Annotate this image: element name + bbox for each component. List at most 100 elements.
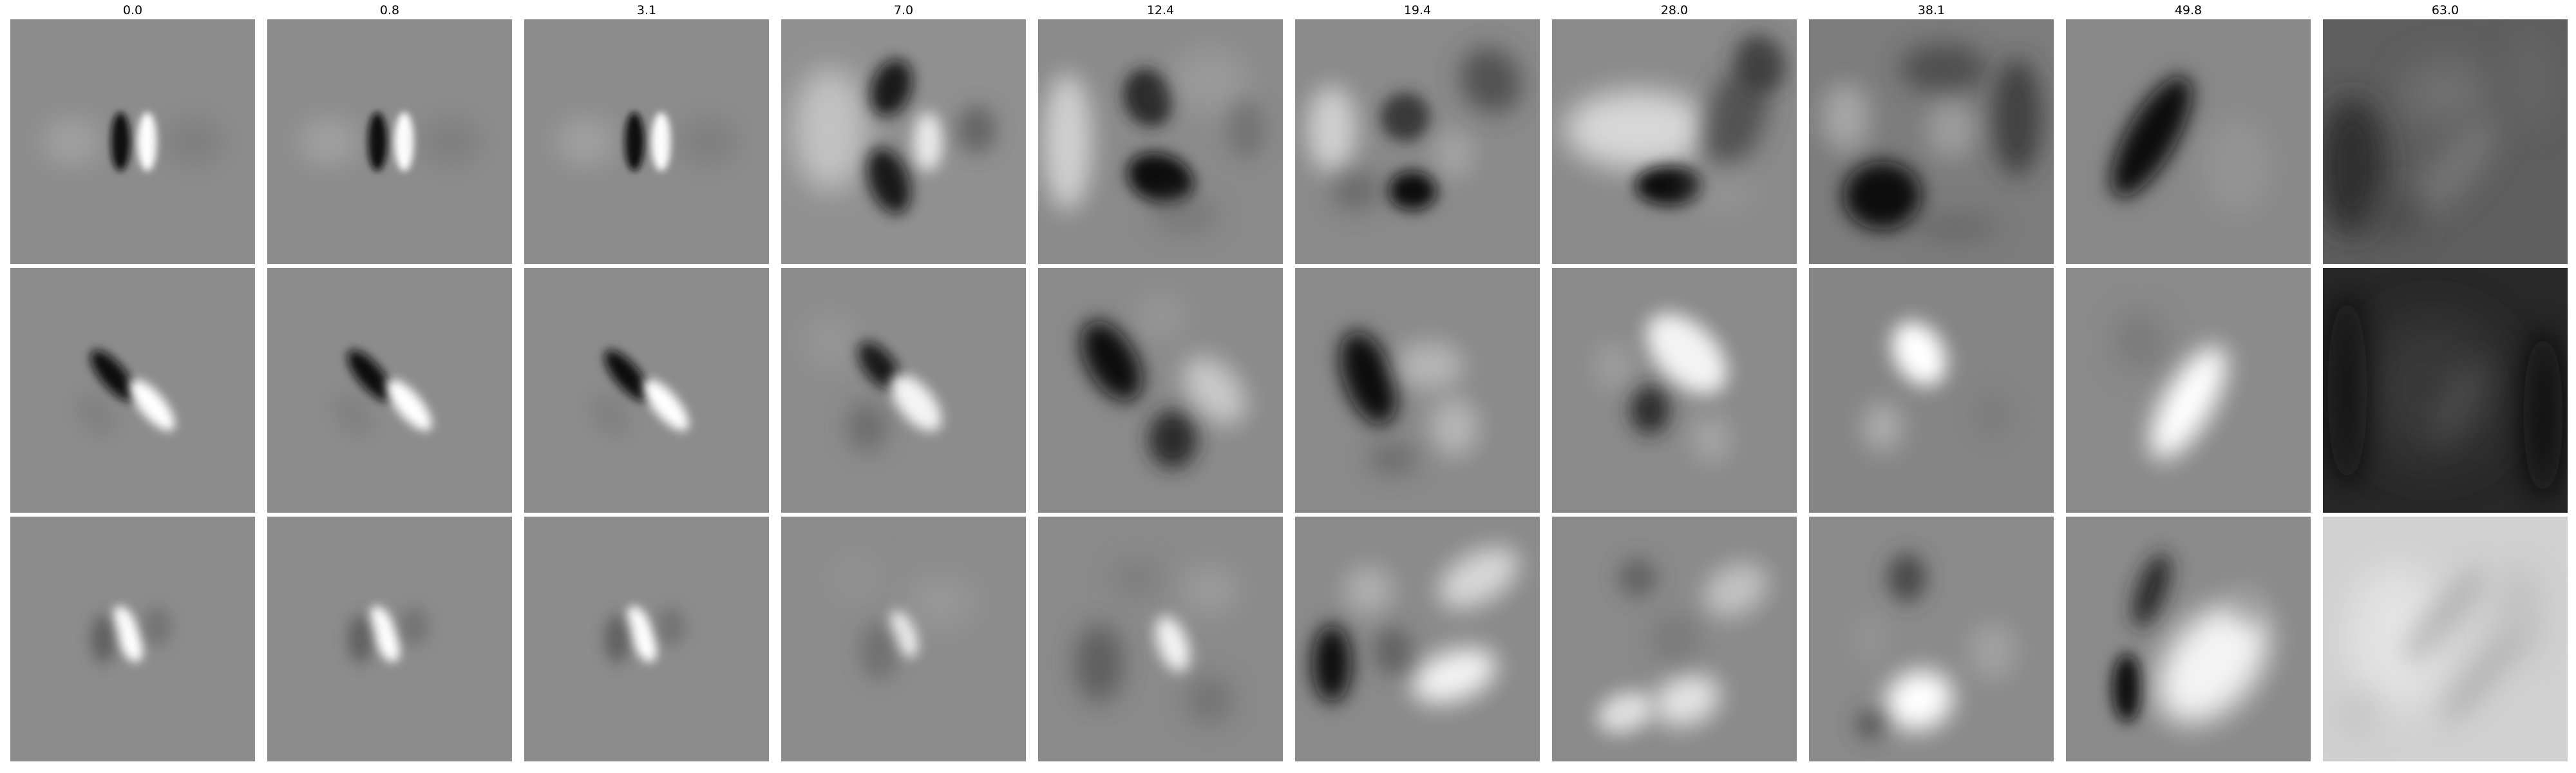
intensity-blob: [1460, 47, 1522, 114]
intensity-blob: [1843, 161, 1922, 230]
filter-image: [1295, 19, 1540, 264]
filter-image: [267, 19, 512, 264]
intensity-blob: [333, 394, 373, 436]
intensity-blob: [2323, 97, 2387, 235]
intensity-blob: [793, 68, 867, 191]
filter-image: [1552, 19, 1797, 264]
column-title: 38.1: [1917, 3, 1946, 17]
filter-panel: [1809, 517, 2054, 761]
intensity-blob: [1170, 46, 1249, 115]
intensity-blob: [556, 117, 615, 166]
intensity-blob: [1344, 566, 1393, 615]
intensity-blob: [164, 117, 223, 166]
intensity-blob: [1136, 292, 1185, 341]
filter-image: [10, 517, 255, 761]
filter-panel: [781, 268, 1026, 513]
intensity-blob: [2112, 653, 2142, 723]
filter-panel: [1038, 517, 1283, 761]
column-title: 3.1: [636, 3, 657, 17]
intensity-blob: [1180, 566, 1239, 615]
intensity-blob: [1973, 390, 2012, 439]
filter-panel: [2066, 19, 2311, 264]
intensity-blob: [367, 112, 388, 171]
intensity-blob: [1855, 710, 1885, 740]
intensity-blob: [847, 403, 887, 452]
filter-image: [1295, 268, 1540, 513]
intensity-blob: [1850, 609, 1890, 669]
intensity-blob: [1127, 152, 1194, 205]
filter-panel: [1295, 517, 1540, 761]
intensity-blob: [1182, 356, 1246, 425]
intensity-blob: [129, 379, 175, 431]
intensity-blob: [110, 112, 131, 171]
intensity-blob: [347, 350, 393, 401]
intensity-blob: [1630, 385, 1670, 435]
intensity-blob: [1075, 624, 1124, 703]
intensity-blob: [1112, 558, 1160, 598]
intensity-blob: [1081, 321, 1142, 401]
filter-image: [10, 19, 255, 264]
column-title: 0.0: [122, 3, 143, 17]
intensity-blob: [859, 622, 899, 681]
column-title: 19.4: [1403, 3, 1432, 17]
intensity-blob: [678, 117, 737, 166]
intensity-blob: [142, 607, 172, 647]
intensity-blob: [1395, 341, 1464, 390]
column-title: 49.8: [2174, 3, 2202, 17]
intensity-blob: [1703, 562, 1768, 618]
panel-background: [1552, 268, 1797, 513]
filter-panel: [2323, 268, 2568, 513]
panel-background: [1809, 268, 2054, 513]
intensity-blob: [1968, 622, 2017, 681]
intensity-blob: [867, 148, 911, 214]
intensity-blob: [643, 379, 689, 431]
intensity-blob: [2523, 329, 2563, 501]
intensity-blob: [1926, 100, 1976, 159]
intensity-blob: [2506, 32, 2555, 129]
filter-panel: [1295, 268, 1540, 513]
intensity-blob: [2202, 117, 2272, 215]
filter-image: [524, 268, 769, 513]
filter-panel: [1809, 19, 2054, 264]
intensity-blob: [1911, 213, 2000, 242]
intensity-blob: [2441, 627, 2523, 724]
filter-panel: [1552, 517, 1797, 761]
intensity-blob: [1373, 627, 1413, 676]
intensity-blob: [2132, 553, 2171, 627]
intensity-blob: [91, 615, 116, 663]
intensity-blob: [1650, 615, 1699, 663]
filter-image: [1038, 517, 1283, 761]
intensity-blob: [2335, 688, 2384, 737]
filter-panel: [2066, 268, 2311, 513]
filter-panel: [10, 268, 255, 513]
intensity-blob: [604, 350, 650, 401]
intensity-blob: [1043, 73, 1092, 211]
filter-panel: [1809, 268, 2054, 513]
intensity-blob: [890, 374, 942, 432]
intensity-blob: [1148, 410, 1197, 469]
intensity-blob: [1691, 415, 1731, 464]
intensity-blob: [2347, 566, 2445, 712]
filter-panel: [10, 19, 255, 264]
intensity-blob: [1185, 676, 1234, 725]
filter-panel: [1552, 19, 1797, 264]
intensity-blob: [590, 394, 630, 436]
intensity-blob: [1155, 616, 1190, 673]
intensity-blob: [1885, 670, 1953, 730]
intensity-blob: [1821, 82, 1870, 152]
intensity-blob: [1434, 129, 1474, 178]
intensity-blob: [394, 112, 414, 171]
filter-panel: [10, 517, 255, 761]
filter-panel: [1552, 268, 1797, 513]
filter-image: [1552, 268, 1797, 513]
intensity-blob: [1735, 34, 1785, 93]
intensity-blob: [2230, 578, 2269, 627]
intensity-blob: [1887, 553, 1927, 602]
filter-panel: [2323, 19, 2568, 264]
filter-panel: [524, 517, 769, 761]
filter-image: [267, 517, 512, 761]
intensity-blob: [870, 59, 913, 117]
intensity-blob: [1226, 100, 1266, 159]
intensity-blob: [656, 607, 686, 647]
filter-panel: [2066, 517, 2311, 761]
